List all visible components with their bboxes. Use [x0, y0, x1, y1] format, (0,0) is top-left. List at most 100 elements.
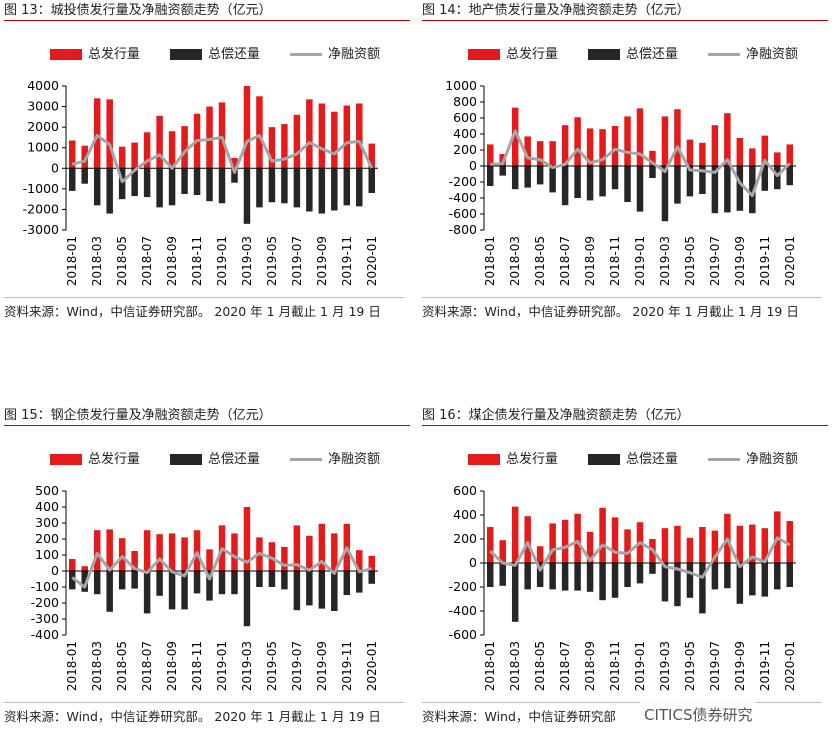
repayment-bar [193, 571, 201, 594]
repayment-bar [499, 563, 506, 586]
repayment-bar [106, 168, 113, 214]
repayment-bar [661, 166, 669, 222]
y-tick-label: 0 [51, 563, 59, 578]
repayment-bar [611, 166, 619, 190]
issuance-bar [281, 547, 288, 571]
issuance-bar [786, 144, 794, 166]
y-tick-label: 400 [453, 126, 477, 141]
y-tick-label: -2000 [23, 201, 59, 216]
x-tick-label: 2019-03 [658, 641, 672, 691]
repayment-bar [143, 168, 151, 198]
x-tick-label: 2020-01 [365, 641, 379, 691]
x-tick-label: 2018-09 [165, 641, 179, 691]
repayment-bar [499, 166, 506, 176]
legend-net-swatch [290, 53, 322, 56]
legend-net: 净融资额 [290, 450, 380, 470]
x-tick-label: 2018-09 [165, 236, 179, 286]
x-tick-label: 2019-05 [265, 641, 279, 691]
repayment-bar [143, 571, 151, 614]
x-tick-label: 2018-11 [608, 641, 622, 691]
issuance-bar [168, 533, 176, 571]
repayment-bar [181, 571, 188, 610]
x-tick-label: 2019-11 [340, 641, 354, 691]
source-note: 资料来源：Wind，中信证券研究部。 2020 年 1 月截止 1 月 19 日 [422, 297, 822, 322]
repayment-bar [231, 168, 238, 183]
repayment-bar [368, 168, 376, 193]
repayment-bar [68, 168, 76, 191]
legend-repayment-label: 总偿还量 [626, 47, 679, 62]
y-tick-label: -200 [449, 579, 477, 594]
legend-repayment: 总偿还量 [170, 450, 260, 470]
issuance-bar [131, 551, 138, 571]
issuance-bar [143, 530, 151, 571]
issuance-bar [243, 86, 251, 169]
repayment-bar [93, 571, 101, 595]
chart-title: 图 15：钢企债发行量及净融资额走势（亿元） [4, 407, 410, 426]
issuance-bar [624, 529, 631, 563]
y-tick-label: -200 [31, 595, 59, 610]
y-tick-label: -400 [449, 190, 477, 205]
source-note: 资料来源：Wind，中信证券研究部。 2020 年 1 月截止 1 月 19 日 [4, 702, 404, 727]
repayment-bar [106, 571, 113, 612]
repayment-bar [511, 166, 519, 190]
y-tick-label: 1000 [27, 140, 59, 155]
x-tick-label: 2019-01 [215, 236, 229, 286]
x-tick-label: 2019-07 [708, 236, 722, 286]
repayment-bar [661, 563, 669, 602]
y-tick-label: -800 [449, 222, 477, 237]
repayment-bar [293, 168, 301, 208]
issuance-bar [368, 555, 376, 571]
issuance-bar [356, 103, 363, 169]
issuance-bar [624, 116, 631, 166]
repayment-bar [81, 168, 88, 184]
repayment-bar [293, 571, 301, 611]
repayment-bar [343, 571, 351, 595]
y-tick-label: 400 [35, 499, 59, 514]
repayment-bar [218, 168, 226, 204]
issuance-bar [206, 106, 213, 169]
repayment-bar [268, 571, 276, 587]
x-tick-label: 2018-07 [140, 236, 154, 286]
chart-title: 图 16：煤企债发行量及净融资额走势（亿元） [422, 407, 828, 426]
repayment-bar [231, 571, 238, 595]
issuance-bar [561, 519, 569, 563]
repayment-bar [268, 168, 276, 203]
repayment-bar [549, 563, 556, 590]
x-tick-label: 2019-09 [315, 236, 329, 286]
legend-net-label: 净融资额 [328, 47, 381, 62]
issuance-bar [306, 99, 313, 169]
net-financing-line [71, 546, 373, 589]
issuance-bar [599, 507, 606, 563]
legend-issuance-label: 总发行量 [506, 47, 559, 62]
repayment-bar [699, 563, 706, 614]
repayment-bar [561, 563, 569, 591]
x-tick-label: 2018-03 [90, 641, 104, 691]
x-tick-label: 2018-05 [533, 236, 547, 286]
legend-repayment-swatch [588, 49, 620, 60]
x-tick-label: 2019-09 [733, 236, 747, 286]
x-tick-label: 2018-11 [608, 236, 622, 286]
legend-repayment: 总偿还量 [170, 45, 260, 65]
x-tick-label: 2019-07 [708, 641, 722, 691]
issuance-bar [549, 523, 556, 563]
repayment-bar [599, 563, 606, 601]
repayment-bar [724, 563, 731, 589]
repayment-bar [181, 168, 188, 194]
legend-net-label: 净融资额 [328, 452, 381, 467]
legend-issuance-label: 总发行量 [88, 452, 141, 467]
issuance-bar [231, 533, 238, 571]
repayment-bar [343, 168, 351, 206]
repayment-bar [549, 166, 556, 193]
repayment-bar [486, 166, 494, 186]
legend-repayment-label: 总偿还量 [208, 452, 261, 467]
repayment-bar [586, 166, 594, 201]
x-tick-label: 2019-03 [658, 236, 672, 286]
repayment-bar [156, 571, 163, 596]
issuance-bar [93, 98, 101, 169]
issuance-bar [343, 105, 351, 169]
repayment-bar [574, 563, 581, 591]
repayment-bar [193, 168, 201, 196]
legend-repayment-label: 总偿还量 [626, 452, 679, 467]
